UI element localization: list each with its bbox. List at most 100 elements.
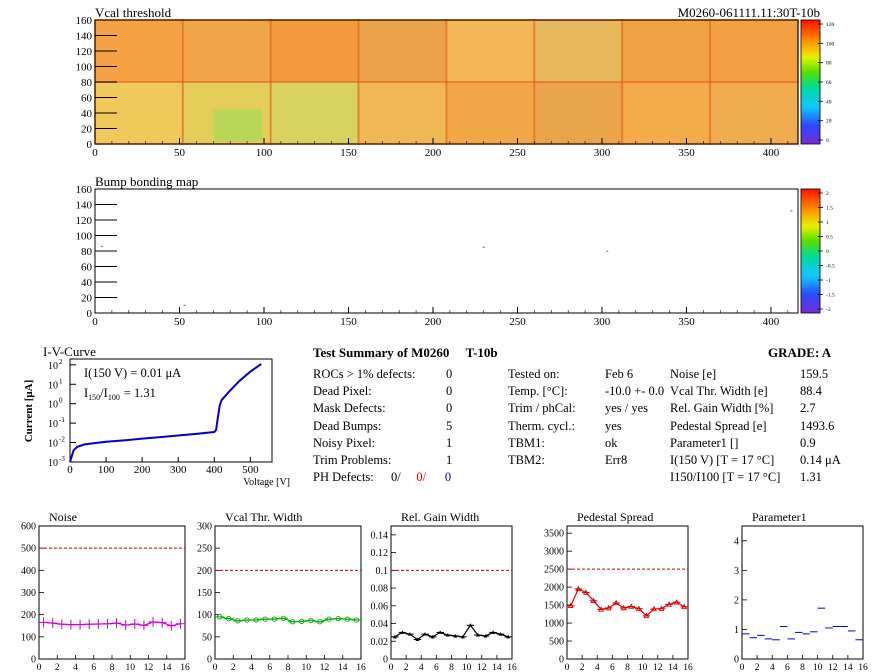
roc-y-tick-label: 1000 (544, 619, 564, 630)
vcal-y-tick-label: 20 (81, 124, 93, 136)
roc-y-tick-label: 100 (21, 632, 36, 643)
vcal-y-tick-label: 140 (76, 31, 93, 43)
vcal-x-tick-label: 300 (594, 147, 611, 159)
bump-x-tick-label: 150 (340, 316, 357, 328)
roc-point-marker (453, 633, 458, 638)
roc-y-tick-label: 0 (734, 655, 739, 666)
bump-x-tick-label: 400 (763, 316, 780, 328)
summary-label: PH Defects: (313, 470, 374, 485)
bump-x-tick-label: 100 (256, 316, 273, 328)
bump-palette-tick-label: 1.5 (826, 206, 833, 212)
roc-point-marker (438, 630, 443, 634)
summary-label: Parameter1 [] (670, 435, 739, 450)
iv-y-tick-exp: 2 (59, 358, 63, 366)
roc-y-tick-label: 1500 (544, 601, 564, 612)
roc-x-tick-label: 6 (610, 663, 615, 672)
summary-label: Noisy Pixel: (313, 435, 376, 450)
roc-point-marker (605, 604, 612, 611)
roc-point-marker (226, 616, 232, 622)
vcal-y-tick-label: 0 (87, 139, 93, 151)
roc-y-tick-label: 250 (197, 544, 212, 555)
roc-chart-title: Rel. Gain Width (401, 510, 479, 524)
summary-value: 1493.6 (800, 418, 835, 433)
iv-y-tick-exp: -1 (59, 416, 65, 424)
bump-y-tick-label: 100 (76, 231, 93, 243)
roc-point-marker (407, 632, 412, 636)
vcal-roc-block (270, 82, 359, 144)
vcal-roc-block (358, 20, 447, 82)
roc-x-tick-label: 0 (740, 663, 745, 672)
bump-defect-point (606, 250, 609, 252)
roc-point-marker (326, 616, 332, 622)
roc-point-marker (244, 617, 250, 623)
roc-x-tick-label: 0 (389, 663, 394, 672)
vcal-palette-tick-label: 120 (826, 22, 835, 28)
roc-x-tick-label: 16 (858, 663, 868, 672)
roc-x-tick-label: 0 (565, 663, 570, 672)
bump-y-tick-label: 120 (76, 215, 93, 227)
bump-palette-ticks: 2 1.5 1 0.5 0 -0.5 -1 -1.5 -2 (818, 191, 835, 313)
roc-y-tick-label: 0.02 (371, 637, 389, 648)
bump-bonding-map: Bump bonding map 0 50 100 150 200 250 300 350 40… (76, 174, 835, 328)
roc-point-marker (460, 634, 465, 639)
roc-point-marker (666, 601, 673, 607)
vcal-palette-tick-label: 40 (826, 99, 832, 105)
roc-x-tick-label: 14 (492, 663, 502, 672)
roc-y-tick-label: 0 (559, 655, 564, 666)
module-id-label: M0260-061111.11:30T-10b (678, 5, 820, 20)
roc-point-marker (628, 603, 635, 609)
roc-x-tick-label: 6 (434, 663, 439, 672)
roc-point-marker (430, 634, 435, 639)
roc-x-tick-label: 0 (37, 663, 42, 672)
vcal-y-tick-label: 100 (76, 62, 93, 74)
roc-series-line (570, 588, 685, 617)
vcal-roc-block (534, 20, 623, 82)
summary-value: 0.9 (800, 435, 816, 450)
iv-y-tick-exp: 0 (59, 397, 63, 405)
roc-x-tick-label: 8 (625, 663, 630, 672)
iv-x-tick-label: 300 (170, 464, 187, 476)
roc-x-tick-label: 12 (653, 663, 663, 672)
vcal-color-palette (800, 19, 821, 145)
summary-label: I(150 V) [T = 17 °C] (670, 452, 775, 467)
summary-value: 0 (446, 401, 453, 416)
roc-point-marker (392, 634, 397, 639)
iv-xlabel: Voltage [V] (243, 477, 290, 488)
roc-point-marker (308, 617, 314, 624)
bump-palette-tick-label: -1.5 (826, 293, 835, 299)
roc-x-tick-label: 8 (110, 663, 115, 672)
bump-x-tick-label: 200 (425, 316, 442, 328)
bump-x-tick-label: 250 (509, 316, 526, 328)
roc-x-tick-label: 2 (55, 663, 60, 672)
iv-x-tick-label: 500 (242, 464, 259, 476)
bump-x-tick-label: 300 (594, 316, 611, 328)
summary-right-values: 159.5 88.4 2.7 1493.6 0.9 0.14 μA 1.31 (800, 366, 841, 486)
vcal-roc-block (534, 82, 623, 144)
summary-label: ROCs > 1% defects: (313, 367, 416, 381)
bump-map-frame (94, 188, 799, 314)
roc-x-tick-label: 10 (638, 663, 648, 672)
bump-palette-tick-label: -0.5 (826, 264, 835, 270)
summary-value: 0 (446, 367, 453, 381)
summary-value: 88.4 (800, 384, 822, 399)
vcal-roc-block (710, 82, 798, 144)
vcal-y-tick-label: 40 (81, 108, 93, 120)
vcal-map-title: Vcal threshold (95, 5, 172, 20)
summary-value: ok (605, 435, 618, 450)
roc-x-tick-label: 16 (356, 663, 366, 672)
bump-y-tick-label: 20 (81, 293, 93, 305)
roc-chart-1: Noise 0 2 4 6 8 10 12 14 16 0 100 200 300 400 500 600 (21, 510, 190, 672)
roc-x-tick-label: 4 (249, 663, 254, 672)
iv-series-line (69, 363, 262, 463)
vcal-low-spot (213, 109, 262, 142)
vcal-palette-tick-label: 20 (826, 119, 832, 125)
summary-value: yes / yes (605, 401, 649, 416)
roc-point-marker (620, 604, 627, 611)
roc-point-marker (253, 617, 259, 623)
bump-palette-tick-label: 0.5 (826, 235, 833, 241)
roc-y-tick-label: 0.14 (371, 530, 389, 541)
vcal-roc-block (446, 20, 535, 82)
roc-point-marker (598, 606, 604, 612)
